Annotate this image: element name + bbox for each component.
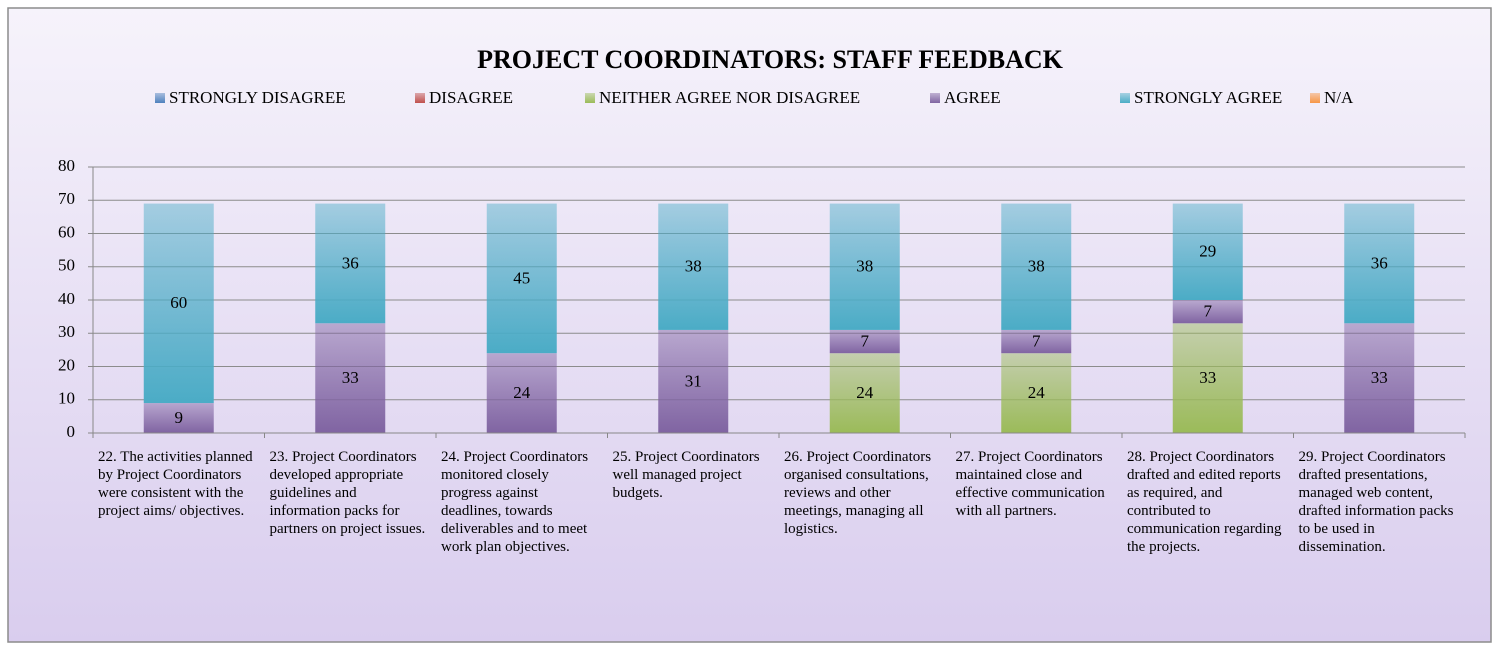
y-tick-label: 30 xyxy=(58,322,75,341)
legend-label: STRONGLY DISAGREE xyxy=(169,88,346,107)
legend-swatch xyxy=(930,93,940,103)
data-label: 31 xyxy=(685,371,702,390)
legend-swatch xyxy=(585,93,595,103)
bar-segment xyxy=(486,203,557,354)
data-label: 45 xyxy=(513,268,530,287)
data-label: 7 xyxy=(1032,331,1041,350)
y-tick-label: 60 xyxy=(58,222,75,241)
bar-segment xyxy=(1001,203,1072,330)
bar-segment xyxy=(1344,323,1415,433)
data-label: 7 xyxy=(861,331,870,350)
legend-label: AGREE xyxy=(944,88,1001,107)
bar-segment xyxy=(1172,300,1243,324)
data-label: 33 xyxy=(342,368,359,387)
x-tick-label: 23. Project Coordinators developed appro… xyxy=(269,449,426,537)
x-tick-label: 26. Project Coordinators organised consu… xyxy=(784,449,932,537)
legend-swatch xyxy=(415,93,425,103)
bar-segment xyxy=(143,403,214,433)
data-label: 38 xyxy=(685,257,702,276)
data-label: 38 xyxy=(856,257,873,276)
data-label: 24 xyxy=(856,383,874,402)
bar-segment xyxy=(829,203,900,330)
bar-segment xyxy=(1172,323,1243,433)
bar-segment xyxy=(1001,329,1072,354)
legend-label: STRONGLY AGREE xyxy=(1134,88,1282,107)
data-label: 60 xyxy=(170,293,187,312)
y-tick-label: 40 xyxy=(58,289,75,308)
y-tick-label: 10 xyxy=(58,389,75,408)
legend-label: N/A xyxy=(1324,88,1354,107)
y-tick-label: 0 xyxy=(67,422,76,441)
data-label: 33 xyxy=(1199,368,1216,387)
x-tick-label: 24. Project Coordinators monitored close… xyxy=(441,449,589,555)
x-tick-label: 27. Project Coordinators maintained clos… xyxy=(955,449,1105,519)
bar-segment xyxy=(143,203,214,404)
data-label: 9 xyxy=(175,408,184,427)
data-label: 24 xyxy=(513,383,531,402)
y-tick-label: 70 xyxy=(58,189,75,208)
data-label: 7 xyxy=(1204,302,1213,321)
legend-label: NEITHER AGREE NOR DISAGREE xyxy=(599,88,860,107)
bar-segment xyxy=(1172,203,1243,300)
x-tick-label: 29. Project Coordinators drafted present… xyxy=(1298,449,1454,555)
bar-segment xyxy=(486,353,557,433)
data-label: 29 xyxy=(1199,242,1216,261)
chart-background xyxy=(7,7,1492,643)
x-tick-label: 28. Project Coordinators drafted and edi… xyxy=(1127,449,1282,555)
legend-swatch xyxy=(1310,93,1320,103)
bar-segment xyxy=(829,353,900,433)
bar-segment xyxy=(315,323,386,433)
data-label: 33 xyxy=(1371,368,1388,387)
bar-segment xyxy=(1001,353,1072,433)
legend-swatch xyxy=(1120,93,1130,103)
data-label: 36 xyxy=(1371,253,1388,272)
legend-swatch xyxy=(155,93,165,103)
bar-segment xyxy=(658,203,729,330)
y-tick-label: 20 xyxy=(58,355,75,374)
data-label: 24 xyxy=(1028,383,1046,402)
data-label: 36 xyxy=(342,253,359,272)
y-tick-label: 50 xyxy=(58,256,75,275)
x-tick-label: 25. Project Coordinators well managed pr… xyxy=(612,449,760,501)
bar-segment xyxy=(829,329,900,354)
legend-label: DISAGREE xyxy=(429,88,513,107)
bar-segment xyxy=(658,329,729,433)
y-tick-label: 80 xyxy=(58,156,75,175)
chart-title: PROJECT COORDINATORS: STAFF FEEDBACK xyxy=(477,45,1064,74)
x-tick-label: 22. The activities planned by Project Co… xyxy=(98,449,253,519)
data-label: 38 xyxy=(1028,257,1045,276)
bar-segment xyxy=(315,203,386,324)
bar-segment xyxy=(1344,203,1415,324)
